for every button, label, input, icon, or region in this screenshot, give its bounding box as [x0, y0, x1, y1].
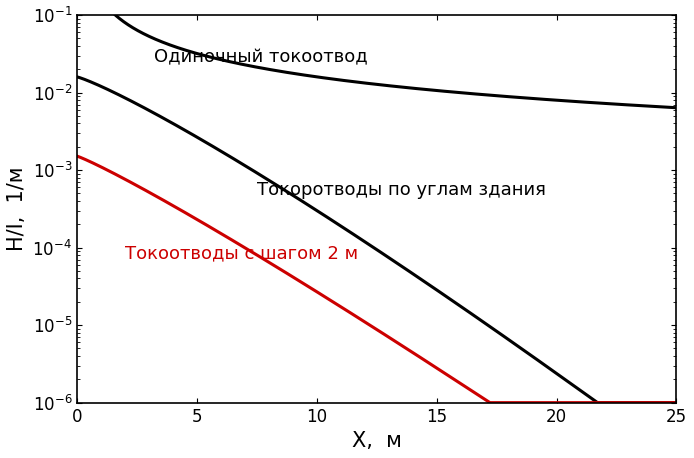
X-axis label: X,  м: X, м [352, 431, 402, 451]
Y-axis label: H/I,  1/м: H/I, 1/м [7, 167, 27, 251]
Text: Токоотводы с шагом 2 м: Токоотводы с шагом 2 м [125, 244, 358, 262]
Text: Токоротводы по углам здания: Токоротводы по углам здания [257, 181, 545, 199]
Text: Одиночный токоотвод: Одиночный токоотвод [154, 49, 368, 67]
